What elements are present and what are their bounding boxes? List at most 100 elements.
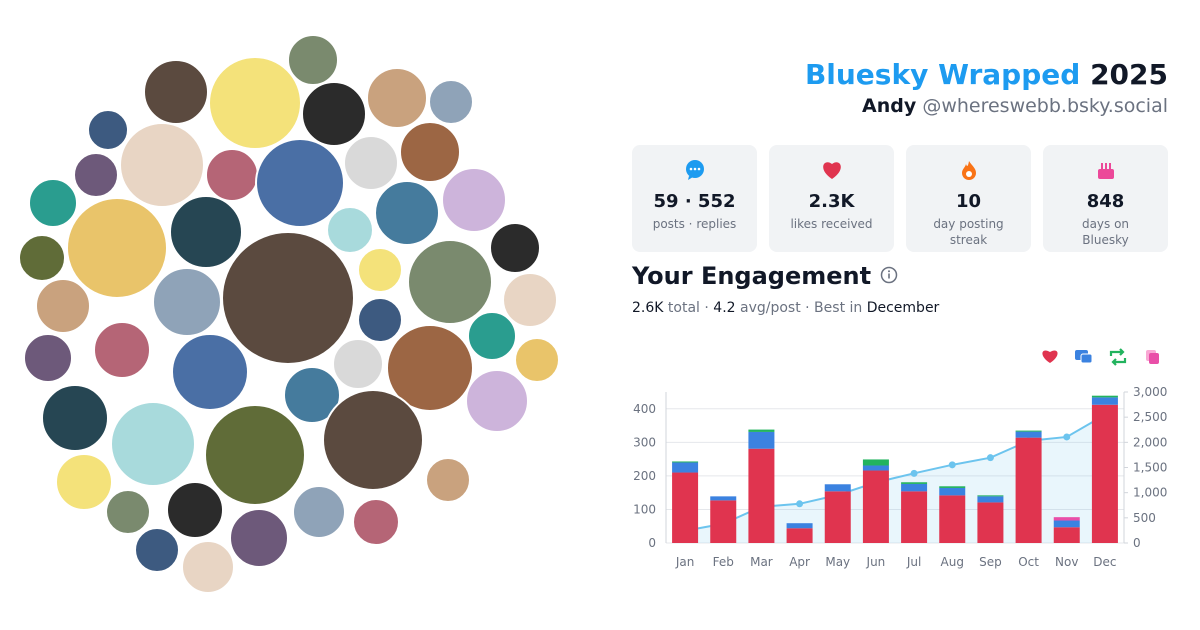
avatar[interactable] (110, 401, 196, 487)
y-tick-label: 100 (633, 502, 656, 516)
legend-replies[interactable] (1075, 350, 1093, 364)
x-tick-label: Oct (1018, 555, 1039, 569)
avatar[interactable] (221, 231, 355, 365)
avatar[interactable] (28, 178, 78, 228)
avatar[interactable] (292, 485, 346, 539)
title: Bluesky Wrapped 2025 (805, 58, 1168, 91)
avatar[interactable] (229, 508, 289, 568)
avatar[interactable] (514, 337, 560, 383)
avatar[interactable] (441, 167, 507, 233)
y-tick-label: 400 (633, 402, 656, 416)
legend-reposts[interactable] (1109, 348, 1127, 366)
y2-tick-label: 3,000 (1133, 385, 1167, 399)
x-tick-label: Apr (789, 555, 810, 569)
avatar[interactable] (119, 122, 205, 208)
avatar[interactable] (204, 404, 306, 506)
avatar[interactable] (205, 148, 259, 202)
avatar[interactable] (465, 369, 529, 433)
icon-flame (961, 161, 976, 180)
avatar[interactable] (489, 222, 541, 274)
x-tick-label: Mar (750, 555, 773, 569)
avatar[interactable] (467, 311, 517, 361)
avatar[interactable] (357, 247, 403, 293)
avatar[interactable] (332, 338, 384, 390)
avatar[interactable] (208, 56, 302, 150)
avatar[interactable] (343, 135, 399, 191)
avatar[interactable] (301, 81, 367, 147)
stat-card: 10 day posting streak (906, 145, 1031, 252)
avatar[interactable] (23, 333, 73, 383)
bar-segment (901, 483, 928, 492)
avatar[interactable] (87, 109, 129, 151)
bar-segment (939, 495, 966, 543)
bar-segment (977, 502, 1004, 543)
avatar[interactable] (326, 206, 374, 254)
stat-label: day posting streak (933, 217, 1004, 247)
avatar[interactable] (143, 59, 209, 125)
avatar[interactable] (287, 34, 339, 86)
bar-segment (786, 528, 813, 543)
avatar[interactable] (502, 272, 558, 328)
info-icon[interactable] (879, 265, 899, 285)
engagement-header: Your Engagement 2.6K total · 4.2 avg/pos… (632, 262, 939, 316)
avatar[interactable] (35, 278, 91, 334)
avatar[interactable] (93, 321, 151, 379)
stat-value: 2.3K (808, 191, 855, 212)
bar-segment (748, 431, 775, 449)
bar-segment (1015, 430, 1042, 432)
bar-segment (710, 496, 737, 501)
x-tick-label: Aug (941, 555, 964, 569)
legend-likes[interactable] (1042, 350, 1058, 363)
line-point (948, 461, 956, 469)
avatar[interactable] (55, 453, 113, 511)
avatar[interactable] (66, 197, 168, 299)
avatar[interactable] (181, 540, 235, 594)
stat-card: 59 · 552 posts · replies (632, 145, 757, 252)
legend (1042, 348, 1159, 366)
line-point (796, 500, 804, 508)
x-tick-label: Dec (1093, 555, 1116, 569)
avatar[interactable] (41, 384, 109, 452)
avatar[interactable] (152, 267, 222, 337)
avatar[interactable] (357, 297, 403, 343)
legend-quotes[interactable] (1146, 350, 1159, 364)
y-tick-label: 300 (633, 435, 656, 449)
bar-segment (748, 448, 775, 543)
stat-card: 848 days on Bluesky (1043, 145, 1168, 252)
avatar[interactable] (352, 498, 400, 546)
avatar[interactable] (283, 366, 341, 424)
y2-tick-label: 0 (1133, 536, 1141, 550)
avatar[interactable] (73, 152, 119, 198)
bar-segment (1053, 520, 1080, 528)
avatar[interactable] (407, 239, 493, 325)
bar-segment (901, 491, 928, 543)
avatar[interactable] (169, 195, 243, 269)
avatar[interactable] (322, 389, 424, 491)
title-brand: Bluesky Wrapped (804, 58, 1081, 91)
bar-segment (672, 461, 699, 463)
avatar[interactable] (399, 121, 461, 183)
avatar[interactable] (386, 324, 474, 412)
bar-segment (977, 496, 1004, 503)
avatar[interactable] (255, 138, 345, 228)
avatar[interactable] (105, 489, 151, 535)
avatar[interactable] (366, 67, 428, 129)
avatar[interactable] (171, 333, 249, 411)
bar-segment (1091, 395, 1118, 398)
x-tick-label: Jan (675, 555, 695, 569)
bar-segment (1091, 397, 1118, 405)
bar-segment (977, 495, 1004, 497)
x-tick-label: Jul (906, 555, 921, 569)
avatar[interactable] (134, 527, 180, 573)
bar-segment (1091, 404, 1118, 543)
stat-label: days on Bluesky (1081, 217, 1130, 247)
bar-segment (862, 470, 889, 543)
avatar[interactable] (374, 180, 440, 246)
sub-strong: December (866, 300, 940, 316)
avatar[interactable] (428, 79, 474, 125)
avatar[interactable] (166, 481, 224, 539)
avatar[interactable] (425, 457, 471, 503)
stat-label: posts · replies (652, 217, 737, 231)
line-area (685, 414, 1105, 543)
avatar[interactable] (18, 234, 66, 282)
